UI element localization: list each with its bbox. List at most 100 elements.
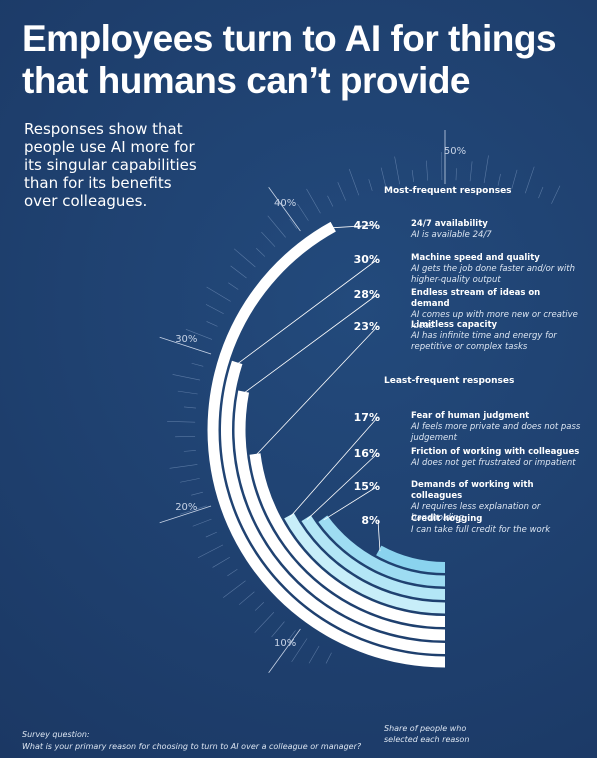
value-label: 17% bbox=[353, 411, 380, 424]
bar bbox=[318, 515, 445, 587]
decor-ray bbox=[551, 185, 561, 204]
reason-title: Demands of working with colleagues bbox=[411, 480, 534, 501]
decor-ray bbox=[254, 612, 275, 633]
decor-ray bbox=[238, 591, 255, 605]
group-label: Most-frequent responses bbox=[384, 186, 512, 196]
tick-label: 30% bbox=[175, 334, 197, 345]
reason: Demands of working with colleagues AI req… bbox=[411, 480, 581, 524]
reason-description: AI does not get frustrated or impatient bbox=[411, 458, 576, 468]
decor-ray bbox=[291, 638, 308, 663]
decor-ray bbox=[524, 166, 535, 194]
decor-ray bbox=[469, 161, 473, 182]
leader-line bbox=[377, 519, 381, 552]
decor-ray bbox=[179, 505, 207, 515]
decor-ray bbox=[327, 195, 334, 207]
decor-ray bbox=[185, 329, 213, 340]
bar bbox=[249, 453, 445, 627]
leader-line bbox=[254, 325, 379, 457]
decor-ray bbox=[169, 464, 198, 469]
reason-title: Endless stream of ideas on demand bbox=[411, 288, 541, 309]
reason-title: Fear of human judgment bbox=[411, 411, 530, 421]
decor-ray bbox=[205, 304, 224, 314]
reason: Fear of human judgment AI feels more priv… bbox=[411, 411, 581, 444]
reason: Endless stream of ideas on demand AI come… bbox=[411, 288, 581, 332]
decor-ray bbox=[426, 160, 429, 181]
tick-label: 40% bbox=[274, 198, 296, 209]
bar bbox=[301, 515, 445, 600]
reason-title: Limitless capacity bbox=[411, 320, 498, 330]
subtitle: Responses show that people use AI more f… bbox=[24, 120, 197, 210]
reason-title: 24/7 availability bbox=[411, 219, 488, 229]
decor-ray bbox=[254, 602, 265, 611]
decor-ray bbox=[228, 282, 239, 290]
tick-line bbox=[159, 505, 212, 524]
tick-label: 10% bbox=[274, 638, 296, 649]
decor-ray bbox=[180, 478, 200, 483]
decor-ray bbox=[271, 621, 285, 638]
decor-ray bbox=[497, 173, 501, 186]
tick-line bbox=[268, 628, 301, 673]
reason-description: AI requires less explanation or handhold… bbox=[411, 502, 541, 523]
leader-line bbox=[236, 258, 379, 365]
decor-ray bbox=[233, 248, 256, 268]
decor-ray bbox=[227, 568, 238, 577]
value-label: 28% bbox=[353, 288, 380, 301]
reason: Limitless capacity AI has infinite time a… bbox=[411, 320, 581, 353]
reason-description: AI has infinite time and energy for repe… bbox=[411, 331, 557, 352]
leader-line bbox=[323, 485, 379, 521]
value-label: 15% bbox=[353, 480, 380, 493]
decor-ray bbox=[411, 170, 414, 183]
decor-ray bbox=[256, 248, 266, 257]
value-label: 42% bbox=[353, 219, 380, 232]
reason-description: AI feels more private and does not pass … bbox=[411, 422, 581, 443]
value-label: 8% bbox=[361, 514, 380, 527]
decor-ray bbox=[191, 362, 204, 367]
decor-ray bbox=[206, 286, 231, 302]
decor-ray bbox=[380, 167, 387, 188]
decor-ray bbox=[267, 215, 286, 238]
decor-ray bbox=[289, 218, 298, 229]
decor-ray bbox=[483, 155, 489, 184]
title: Employees turn to AI for things that hum… bbox=[22, 18, 557, 101]
decor-ray bbox=[455, 168, 457, 181]
decor-ray bbox=[511, 169, 518, 190]
leader-line bbox=[289, 416, 379, 518]
decor-ray bbox=[197, 544, 224, 559]
decor-ray bbox=[175, 435, 196, 438]
tick-line bbox=[268, 187, 301, 232]
axis-label: Share of people who selected each reason bbox=[384, 724, 470, 744]
bar bbox=[284, 513, 445, 614]
decor-ray bbox=[230, 265, 247, 279]
decor-ray bbox=[223, 580, 246, 598]
reason-title: Friction of working with colleagues bbox=[411, 447, 580, 457]
decor-ray bbox=[205, 531, 217, 538]
decor-ray bbox=[348, 168, 360, 196]
decor-ray bbox=[212, 557, 230, 568]
reason: Machine speed and quality AI gets the job… bbox=[411, 253, 581, 286]
decor-ray bbox=[183, 450, 196, 452]
bar bbox=[376, 545, 445, 573]
tick-line bbox=[159, 336, 212, 355]
tick-label: 20% bbox=[175, 502, 197, 513]
leader-line bbox=[243, 293, 379, 394]
decor-ray bbox=[297, 203, 309, 221]
decor-ray bbox=[177, 390, 198, 395]
decor-ray bbox=[261, 231, 276, 247]
decor-ray bbox=[394, 156, 400, 185]
decor-ray bbox=[288, 630, 296, 641]
decor-ray bbox=[368, 179, 373, 191]
reason-title: Credit hogging bbox=[411, 514, 483, 524]
decor-ray bbox=[206, 321, 218, 327]
reason: Credit hogging I can take full credit for… bbox=[411, 514, 581, 536]
reason-description: AI is available 24/7 bbox=[411, 230, 492, 240]
group-label: Least-frequent responses bbox=[384, 376, 515, 386]
reason: Friction of working with colleagues AI do… bbox=[411, 447, 581, 469]
reason-description: I can take full credit for the work bbox=[411, 525, 551, 535]
footnote-title: Survey question: bbox=[22, 730, 90, 739]
value-label: 16% bbox=[353, 447, 380, 460]
decor-ray bbox=[167, 420, 196, 423]
decor-ray bbox=[191, 491, 203, 496]
leader-line bbox=[331, 224, 379, 229]
decor-ray bbox=[538, 186, 544, 199]
